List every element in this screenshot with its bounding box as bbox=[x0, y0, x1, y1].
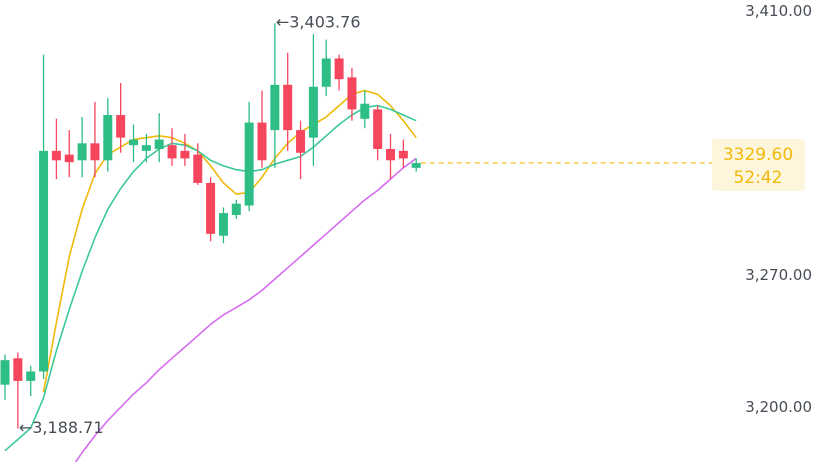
candle-body bbox=[283, 84, 293, 131]
candle-body bbox=[360, 103, 370, 119]
low-marker: ←3,188.71 bbox=[19, 418, 104, 437]
candle-body bbox=[231, 203, 241, 215]
candle-body bbox=[257, 122, 267, 161]
candle-body bbox=[411, 162, 421, 168]
candle-body bbox=[154, 139, 164, 149]
candle-body bbox=[90, 143, 100, 161]
candle-body bbox=[77, 143, 87, 161]
candle-body bbox=[64, 154, 74, 163]
candle-body bbox=[129, 139, 138, 146]
candle-body bbox=[103, 115, 113, 161]
candle-body bbox=[0, 360, 10, 385]
candle-body bbox=[51, 150, 61, 161]
candle-body bbox=[334, 58, 344, 80]
countdown-label: 52:42 bbox=[734, 168, 783, 188]
ma-line bbox=[42, 89, 417, 393]
candle-body bbox=[347, 77, 357, 110]
candle-body bbox=[26, 371, 36, 381]
y-tick-label: 3,410.00 bbox=[745, 2, 812, 20]
candle-body bbox=[193, 154, 203, 183]
candle-body bbox=[373, 109, 383, 149]
plot-area: ←3,403.76 ←3,188.71 bbox=[0, 13, 421, 462]
candle-body bbox=[13, 358, 23, 381]
candle-body bbox=[308, 86, 318, 138]
current-price-box bbox=[712, 138, 805, 191]
candle-body bbox=[296, 130, 306, 153]
candle-body bbox=[206, 182, 216, 234]
high-marker: ←3,403.76 bbox=[276, 13, 361, 32]
candle-body bbox=[180, 150, 190, 159]
candle-body bbox=[398, 150, 408, 159]
candle-body bbox=[39, 150, 49, 372]
ma-line bbox=[4, 104, 417, 452]
candle-body bbox=[116, 115, 126, 138]
candle-body bbox=[218, 213, 228, 236]
candle-body bbox=[141, 145, 151, 151]
candle-body bbox=[167, 145, 177, 159]
y-tick-label: 3,200.00 bbox=[745, 398, 812, 416]
candle-body bbox=[270, 84, 280, 131]
price-axis: 3,410.00 3,270.00 3,200.00 bbox=[745, 2, 812, 416]
candle-body bbox=[244, 122, 254, 206]
candle-body bbox=[321, 58, 331, 87]
y-tick-label: 3,270.00 bbox=[745, 266, 812, 284]
current-price-label: 3329.60 bbox=[723, 145, 793, 165]
ma-line bbox=[74, 157, 417, 462]
candle-body bbox=[386, 148, 395, 161]
